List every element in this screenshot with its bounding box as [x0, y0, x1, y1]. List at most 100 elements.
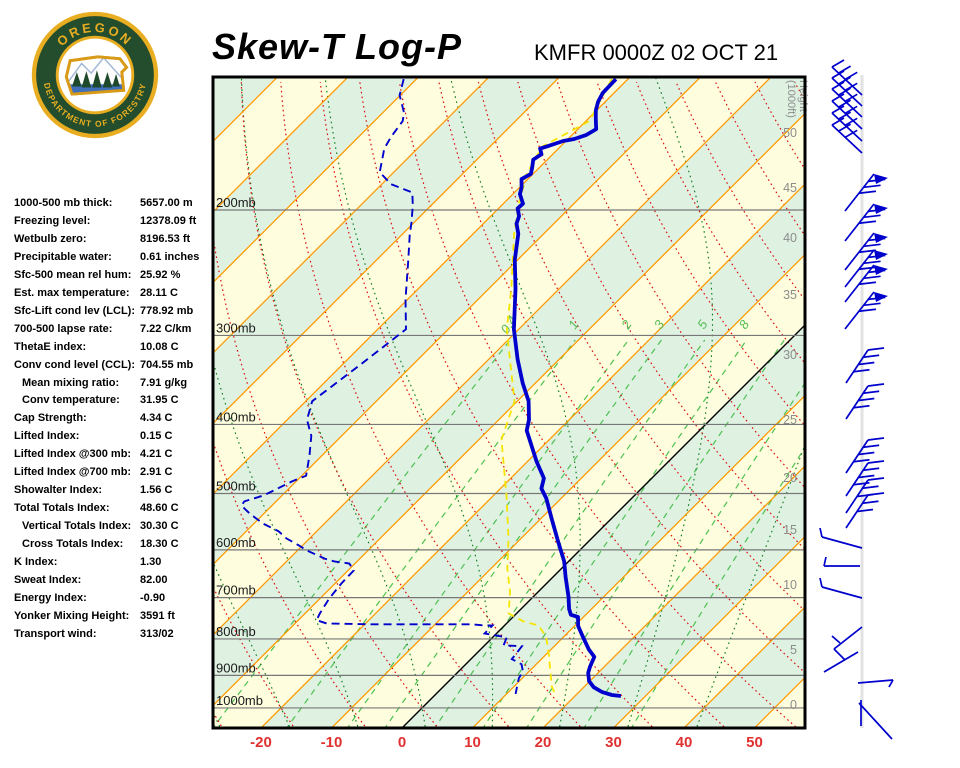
temp-tick-label: 30: [605, 734, 622, 751]
temp-tick-label: 10: [464, 734, 481, 751]
height-tick-label: 0: [790, 698, 797, 712]
stat-row: Yonker Mixing Height: 3591 ft: [0, 610, 212, 628]
pressure-label: 600mb: [216, 535, 256, 550]
oregon-state-outline: [64, 55, 129, 96]
stat-value: 28.11 C: [140, 286, 178, 299]
stat-value: 25.92 %: [140, 268, 181, 281]
stat-value: 1.56 C: [140, 484, 173, 497]
stat-row: Lifted Index @700 mb: 2.91 C: [0, 466, 212, 484]
stat-value: 18.30 C: [140, 538, 179, 551]
stat-row: Lifted Index @300 mb: 4.21 C: [0, 448, 212, 466]
stat-row: Transport wind: 313/02: [0, 628, 212, 646]
height-tick-label: 35: [783, 288, 797, 302]
wind-barb-icon: [845, 347, 885, 384]
stat-row: Conv temperature: 31.95 C: [0, 394, 212, 412]
temperature-axis: -20 -10 0 10 20 30 40 50: [250, 734, 763, 751]
stat-row: ThetaE index: 10.08 C: [0, 341, 212, 359]
sounding-traces: [240, 78, 622, 698]
wind-barb-icon: [831, 70, 863, 107]
pressure-label: 400mb: [216, 409, 256, 424]
stat-label: Lifted Index @300 mb:: [14, 448, 132, 461]
stat-value: 704.55 mb: [140, 358, 194, 371]
stat-value: 31.95 C: [140, 394, 179, 407]
wind-barb-icon: [819, 577, 863, 599]
stat-value: 7.91 g/kg: [140, 376, 188, 389]
stat-row: Cap Strength: 4.34 C: [0, 412, 212, 430]
stat-row: Precipitable water: 0.61 inches: [0, 251, 212, 269]
wind-barb-icon: [845, 383, 885, 420]
wind-barbs: [819, 59, 894, 740]
stat-label: Cross Totals Index:: [22, 538, 124, 551]
wind-barb-icon: [844, 232, 888, 271]
wind-barb-icon: [858, 702, 893, 740]
pressure-label: 900mb: [216, 660, 256, 675]
stat-row: Wetbulb zero: 8196.53 ft: [0, 233, 212, 251]
stat-value: 0.15 C: [140, 430, 173, 443]
stat-value: 48.60 C: [140, 502, 179, 515]
stat-label: Wetbulb zero:: [14, 232, 87, 245]
height-tick-label: 40: [783, 231, 797, 245]
stat-value: 12378.09 ft: [140, 214, 197, 227]
pressure-label: 300mb: [216, 320, 256, 335]
temp-tick-label: -20: [250, 734, 272, 751]
temperature-trace: [512, 78, 622, 698]
height-tick-label: 20: [783, 471, 797, 485]
stat-label: Precipitable water:: [14, 250, 112, 263]
stat-label: Est. max temperature:: [14, 286, 130, 299]
wind-barb-icon: [845, 492, 885, 529]
stat-value: 7.22 C/km: [140, 322, 192, 335]
stat-label: Conv temperature:: [22, 394, 120, 407]
stat-row: Total Totals Index: 48.60 C: [0, 502, 212, 520]
height-tick-label: 30: [783, 348, 797, 362]
stat-value: 10.08 C: [140, 340, 179, 353]
height-tick-label: 50: [783, 126, 797, 140]
stat-row: Sfc-Lift cond lev (LCL): 778.92 mb: [0, 305, 212, 323]
stat-row: Est. max temperature: 28.11 C: [0, 287, 212, 305]
stat-row: Freezing level: 12378.09 ft: [0, 215, 212, 233]
pressure-axis: 200mb 300mb 400mb 500mb 600mb 700mb 800mb 900mb…: [214, 195, 804, 709]
stat-value: 2.91 C: [140, 466, 173, 479]
chart-frame: [211, 75, 807, 730]
height-tick-label: 45: [783, 181, 797, 195]
wind-barb-icon: [823, 626, 863, 673]
pressure-label: 1000mb: [216, 693, 263, 708]
stat-value: 778.92 mb: [140, 304, 194, 317]
wind-barb-icon: [823, 556, 860, 567]
water-band: [66, 84, 127, 95]
pressure-label: 800mb: [216, 624, 256, 639]
stat-label: Freezing level:: [14, 214, 91, 227]
height-tick-label: 5: [790, 643, 797, 657]
stat-value: -0.90: [140, 591, 166, 604]
stat-label: ThetaE index:: [14, 340, 87, 353]
stat-label: K Index:: [14, 556, 58, 568]
stat-label: Total Totals Index:: [14, 502, 110, 515]
stat-value: 4.21 C: [140, 448, 173, 461]
stat-value: 8196.53 ft: [140, 232, 191, 245]
pressure-label: 700mb: [216, 583, 256, 598]
stat-value: 82.00: [140, 573, 168, 586]
stat-value: 1.30: [140, 556, 162, 568]
wind-barb-icon: [831, 117, 863, 154]
stat-label: Yonker Mixing Height:: [14, 609, 130, 622]
stat-value: 5657.00 m: [140, 197, 193, 209]
height-tick-label: 25: [783, 413, 797, 427]
temp-tick-label: 20: [535, 734, 552, 751]
wind-barb-icon: [831, 59, 863, 96]
stat-label: Cap Strength:: [14, 412, 87, 425]
stat-row: 700-500 lapse rate: 7.22 C/km: [0, 323, 212, 341]
stat-label: Mean mixing ratio:: [22, 376, 120, 389]
wind-barb-icon: [844, 264, 888, 303]
temp-tick-label: 50: [746, 734, 763, 751]
pressure-label: 500mb: [216, 479, 256, 494]
wind-barb-icon: [857, 679, 894, 688]
stat-row: Vertical Totals Index: 30.30 C: [0, 520, 212, 538]
stat-label: Conv cond level (CCL):: [14, 358, 136, 371]
wind-barb-icon: [844, 173, 888, 212]
stat-row: 1000-500 mb thick: 5657.00 m: [0, 197, 212, 215]
stat-value: 4.34 C: [140, 412, 173, 425]
stat-label: Vertical Totals Index:: [22, 520, 132, 533]
temp-tick-label: 0: [398, 734, 406, 751]
wind-barb-icon: [845, 437, 885, 474]
temp-tick-label: 40: [676, 734, 693, 751]
